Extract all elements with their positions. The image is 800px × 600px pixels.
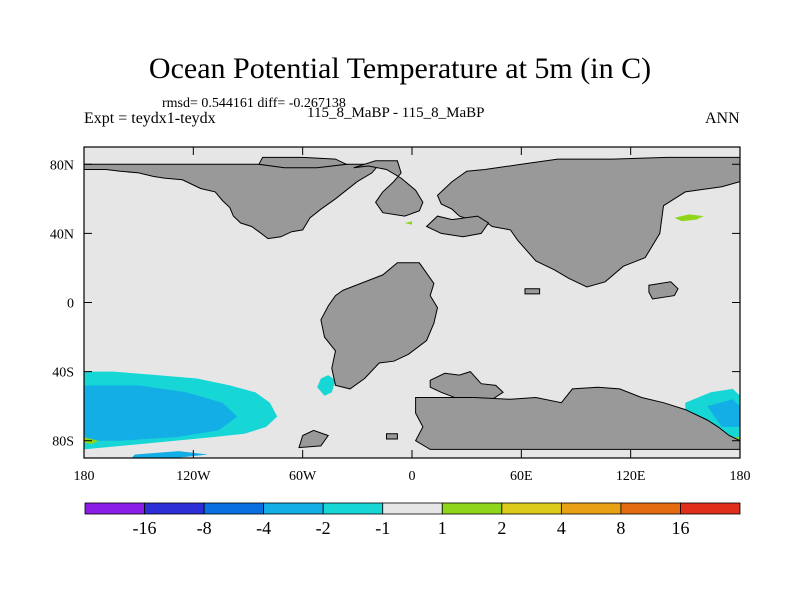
chart-stats: rmsd= 0.544161 diff= -0.267138 (162, 96, 346, 111)
land-south-america (320, 262, 439, 390)
anomaly-pacific-cool-east-core (707, 399, 740, 427)
land-layer (83, 156, 741, 450)
axes-layer: 180 120W 60W 0 60E 120E 180 80N 40N 0 40S 80S (50, 147, 751, 484)
colorbar-swatch (144, 502, 205, 515)
colorbar-label: 16 (671, 518, 689, 538)
land-antarctica-indian (414, 386, 741, 450)
colorbar-label: 8 (616, 518, 625, 538)
season-label: ANN (705, 110, 740, 127)
y-tick-label: 80N (50, 158, 74, 173)
land-europe-fragment (425, 215, 490, 238)
land-eurasia (436, 156, 741, 288)
colorbar-label: -2 (316, 518, 331, 538)
chart-title: Ocean Potential Temperature at 5m (in C) (148, 52, 652, 85)
land-small-island-tropical (524, 288, 541, 295)
x-tick-label: 120E (616, 469, 646, 484)
colorbar-label: 1 (438, 518, 447, 538)
colorbar-swatch (84, 502, 145, 515)
colorbar-label: -1 (375, 518, 390, 538)
x-tick-label: 180 (730, 469, 751, 484)
colorbar-swatch (620, 502, 681, 515)
case-names: 115_8_MaBP - 115_8_MaBP (307, 105, 485, 121)
y-tick-label: 0 (67, 297, 74, 312)
colorbar-swatch (441, 502, 503, 515)
x-tick-label: 180 (74, 469, 95, 484)
anomaly-north-pacific-warm (674, 214, 704, 222)
y-tick-label: 40S (52, 366, 74, 381)
anomaly-southern-ocean-cool-patch (131, 451, 208, 458)
land-north-america (83, 163, 381, 240)
y-tick-label: 80S (52, 435, 74, 450)
anomaly-small-warm-atlantic (404, 221, 412, 225)
x-tick-label: 120W (176, 469, 211, 484)
land-small-island-south (386, 433, 398, 440)
colorbar: -16 -8 -4 -2 -1 1 2 4 8 16 (84, 502, 741, 538)
colorbar-swatch (560, 502, 622, 515)
y-tick-label: 40N (50, 227, 74, 242)
anomaly-atlantic-cool-blob (317, 375, 336, 396)
x-tick-label: 60W (289, 469, 317, 484)
colorbar-swatch (680, 502, 741, 515)
experiment-label: Expt = teydx1-teydx (84, 110, 216, 127)
colorbar-swatch (322, 502, 384, 515)
land-antarctica-west (298, 429, 329, 449)
colorbar-swatch (382, 502, 443, 515)
colorbar-label: 2 (497, 518, 506, 538)
colorbar-swatch (263, 502, 324, 515)
x-tick-label: 0 (409, 469, 416, 484)
colorbar-label: -4 (256, 518, 271, 538)
colorbar-swatch (203, 502, 265, 515)
colorbar-label: -8 (197, 518, 212, 538)
land-asia-peninsula (648, 281, 679, 300)
land-africa (429, 371, 504, 400)
colorbar-label: 4 (557, 518, 566, 538)
land-greenland-east-atlantic (353, 160, 424, 217)
colorbar-swatch (501, 502, 562, 515)
colorbar-label: -16 (133, 518, 157, 538)
x-tick-label: 60E (510, 469, 533, 484)
land-arctic-islands (258, 156, 349, 169)
anomaly-southern-ocean-cool-core (84, 385, 238, 441)
